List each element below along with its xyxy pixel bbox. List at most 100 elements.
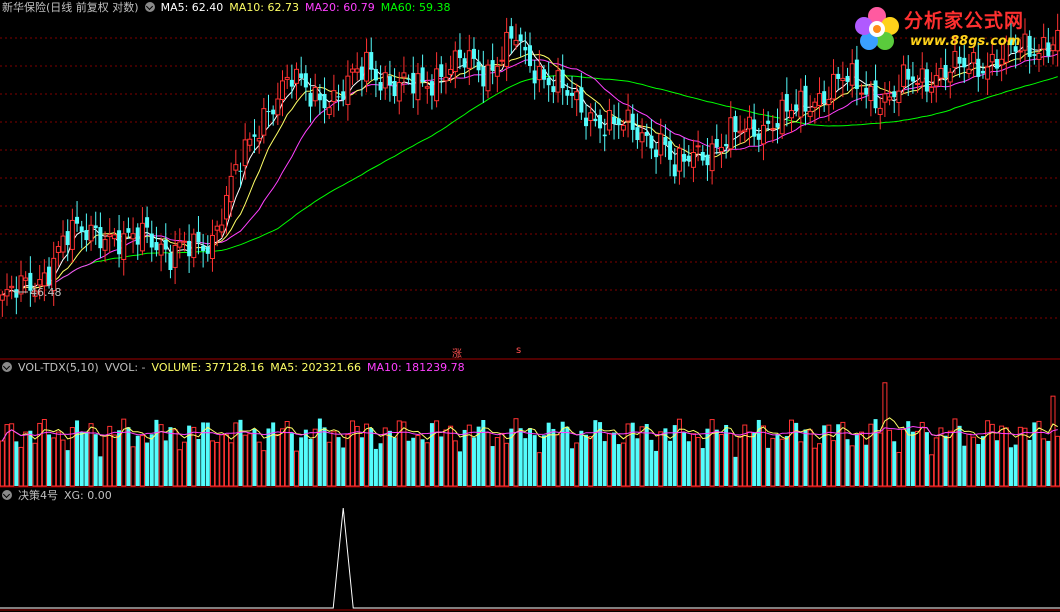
volume-bar-down: [542, 435, 547, 486]
candle-body-up: [915, 82, 921, 85]
volume-bar-up: [919, 421, 925, 487]
candle-body-down: [546, 77, 551, 86]
volume-bar-down: [766, 447, 771, 486]
price-chart[interactable]: [0, 0, 1060, 360]
volume-bar-up: [41, 418, 47, 487]
candle-body-down: [387, 76, 392, 86]
candle-body-down: [906, 68, 911, 80]
volume-bar-up: [121, 418, 127, 487]
candle-body-up: [261, 108, 267, 136]
candle-body-down: [75, 216, 80, 224]
volume-bar-down: [462, 429, 467, 486]
candle-body-down: [705, 154, 710, 166]
candle-body-down: [392, 81, 397, 97]
candle-body-up: [690, 152, 696, 168]
volume-bar-up: [401, 421, 407, 487]
volume-bar-up: [1036, 420, 1042, 487]
volume-bar-down: [28, 430, 33, 486]
candle-body-up: [191, 233, 197, 259]
candle-body-up: [985, 66, 991, 80]
volume-bar-down: [682, 432, 687, 486]
volume-bar-up: [32, 442, 38, 487]
chevron-down-icon[interactable]: [144, 2, 155, 12]
candle-body-up: [513, 39, 519, 46]
candle-body-down: [714, 138, 719, 148]
candle-body-up: [214, 225, 220, 231]
volume-bar-down: [387, 430, 392, 486]
volume-bar-down: [187, 425, 192, 486]
volume-bar-down: [873, 419, 878, 486]
volume-bar-up: [69, 427, 75, 487]
candle-body-up: [938, 67, 944, 79]
volume-bar-down: [145, 442, 150, 486]
candle-body-down: [79, 226, 84, 232]
candle-body-up: [1055, 29, 1060, 52]
candle-body-up: [209, 234, 215, 260]
volume-bar-down: [1027, 439, 1032, 486]
volume-bar-up: [849, 445, 855, 487]
candle-body-down: [341, 91, 346, 100]
candle-body-up: [51, 257, 57, 292]
volume-bar-down: [299, 437, 304, 486]
chevron-down-icon[interactable]: [2, 362, 12, 372]
volume-bar-up: [718, 434, 724, 487]
volume-bar-down: [154, 419, 159, 486]
volume-bar-up: [737, 435, 743, 487]
candle-body-up: [32, 290, 38, 297]
security-name: 新华保险(日线 前复权 对数): [2, 1, 139, 14]
volume-bar-down: [602, 441, 607, 486]
volume-bar-up: [364, 423, 370, 487]
volume-bar-down: [980, 436, 985, 486]
volume-bar-down: [47, 434, 52, 486]
candle-body-down: [845, 75, 850, 82]
candle-body-up: [172, 244, 178, 268]
volume-bar-down: [303, 429, 308, 486]
candle-body-up: [742, 129, 748, 133]
volume-bar-up: [1050, 395, 1056, 487]
candle-body-up: [223, 194, 229, 220]
volume-panel[interactable]: VOL-TDX(5,10) VVOL: - VOLUME: 377128.16 MA5…: [0, 360, 1060, 488]
volume-bar-up: [966, 433, 972, 487]
candle-body-up: [0, 294, 5, 301]
volume-bar-up: [111, 434, 117, 487]
volume-bar-up: [499, 432, 505, 487]
candle-body-down: [411, 72, 416, 94]
volume-bar-up: [396, 420, 402, 487]
indicator-panel[interactable]: 决策4号 XG: 0.00: [0, 488, 1060, 612]
volume-bar-up: [901, 428, 907, 487]
price-panel[interactable]: 新华保险(日线 前复权 对数) MA5: 62.40 MA10: 62.73 MA20…: [0, 0, 1060, 360]
volume-bar-down: [411, 437, 416, 486]
volume-bar-up: [947, 430, 953, 487]
candle-body-down: [532, 70, 537, 84]
volume-bar-down: [756, 419, 761, 486]
indicator-chart[interactable]: [0, 488, 1060, 612]
volume-bar-down: [476, 426, 481, 486]
candle-body-up: [1017, 50, 1023, 53]
watermark-name: 分析家公式网: [904, 10, 1025, 32]
chevron-down-icon[interactable]: [2, 490, 12, 500]
volume-bar-down: [551, 428, 556, 486]
candle-body-down: [14, 289, 19, 298]
candle-body-down: [420, 67, 425, 83]
volume-bar-up: [620, 442, 626, 487]
volume-bar-up: [1017, 426, 1023, 487]
volume-bar-up: [443, 429, 449, 487]
candle-body-up: [247, 138, 253, 146]
indicator-panel-header: 决策4号 XG: 0.00: [0, 488, 118, 504]
candle-body-down: [910, 76, 915, 82]
candle-body-up: [788, 110, 794, 119]
volume-bar-down: [836, 424, 841, 486]
candle-body-up: [812, 101, 818, 108]
volume-bar-down: [14, 441, 19, 486]
volume-ma5-line: [1, 417, 1058, 442]
volume-bar-down: [252, 428, 257, 486]
candle-body-down: [117, 230, 122, 255]
volume-chart[interactable]: [0, 360, 1060, 488]
candle-body-down: [1013, 46, 1018, 52]
volume-bar-down: [196, 438, 201, 486]
candle-body-up: [807, 110, 813, 117]
candle-body-up: [868, 86, 874, 102]
candle-body-down: [733, 116, 738, 133]
volume-bar-down: [289, 433, 294, 486]
candle-body-down: [481, 66, 486, 87]
